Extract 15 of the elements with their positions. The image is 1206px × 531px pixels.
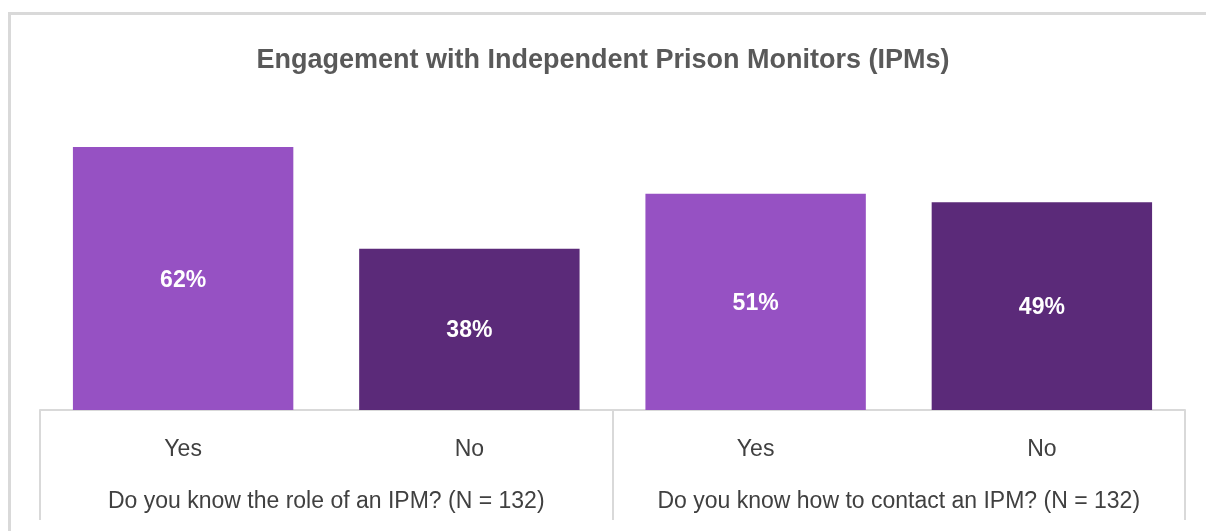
text: Do you know how to contact an IPM? (N = 132) <box>657 486 1141 513</box>
bar <box>359 248 580 410</box>
x-tick-label: Yes <box>736 434 775 461</box>
bar <box>72 147 294 410</box>
data-label: 62% <box>160 265 207 292</box>
bar <box>645 193 866 410</box>
chart-title: Engagement with Independent Prison Monitors (IPMs) <box>256 43 950 74</box>
x-tick-label: No <box>454 434 485 461</box>
text: Do you know the role of an IPM? (N = 132) <box>107 486 545 513</box>
data-label: 51% <box>732 288 779 315</box>
x-tick-label: Yes <box>164 434 202 461</box>
bar <box>931 202 1153 410</box>
data-label: 38% <box>446 316 493 343</box>
data-label: 49% <box>1018 293 1065 320</box>
x-tick-label: No <box>1027 434 1057 461</box>
